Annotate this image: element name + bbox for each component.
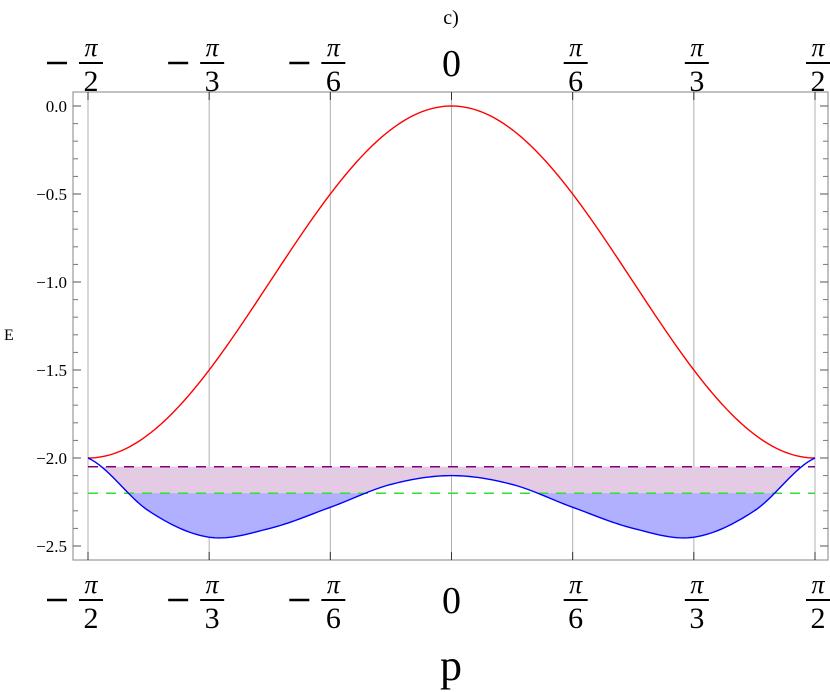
x-tick-denominator: 3 bbox=[689, 602, 704, 635]
x-tick-numerator: π bbox=[84, 33, 98, 62]
x-tick-numerator: π bbox=[690, 33, 704, 62]
x-tick-denominator: 2 bbox=[84, 602, 99, 635]
data-series bbox=[87, 105, 816, 539]
y-tick-label: −1.5 bbox=[36, 361, 67, 380]
x-tick-denominator: 3 bbox=[689, 65, 704, 98]
filled-regions bbox=[88, 466, 815, 538]
x-axis-label: p bbox=[440, 641, 462, 690]
x-tick-numerator: π bbox=[206, 33, 220, 62]
x-tick-label: 0 bbox=[442, 43, 461, 85]
x-tick-numerator: π bbox=[811, 33, 825, 62]
x-tick-numerator: π bbox=[327, 570, 341, 599]
x-tick-denominator: 6 bbox=[326, 65, 341, 98]
x-tick-denominator: 6 bbox=[568, 602, 583, 635]
y-tick-label: −1.0 bbox=[36, 273, 67, 292]
x-tick-denominator: 3 bbox=[205, 65, 220, 98]
x-axis-ticks-top: π 2 π 3 π 6 0 π 6 π 3 π 2 bbox=[47, 33, 830, 100]
x-tick-numerator: π bbox=[569, 570, 583, 599]
x-axis-ticks-bottom: π 2 π 3 π 6 0 π 6 π 3 π 2 bbox=[47, 552, 830, 635]
vertical-gridlines bbox=[87, 92, 816, 560]
x-tick-denominator: 6 bbox=[326, 602, 341, 635]
y-tick-label: −2.0 bbox=[36, 449, 67, 468]
x-tick-numerator: π bbox=[327, 33, 341, 62]
y-axis-label: E bbox=[4, 327, 14, 344]
upper-band-curve bbox=[87, 105, 816, 459]
x-tick-numerator: π bbox=[84, 570, 98, 599]
x-tick-denominator: 2 bbox=[84, 65, 99, 98]
x-tick-denominator: 2 bbox=[811, 65, 826, 98]
y-tick-label: 0.0 bbox=[46, 97, 67, 116]
y-tick-label: −2.5 bbox=[36, 537, 67, 556]
x-tick-numerator: π bbox=[690, 570, 704, 599]
x-tick-numerator: π bbox=[569, 33, 583, 62]
lower-band-curve bbox=[87, 457, 816, 539]
x-tick-denominator: 6 bbox=[568, 65, 583, 98]
x-tick-denominator: 2 bbox=[811, 602, 826, 635]
x-tick-label: 0 bbox=[442, 580, 461, 622]
plot-frame bbox=[72, 91, 829, 561]
y-axis-ticks: 0.0 −0.5 −1.0 −1.5 −2.0 −2.5 bbox=[36, 97, 828, 556]
x-tick-denominator: 3 bbox=[205, 602, 220, 635]
x-tick-numerator: π bbox=[811, 570, 825, 599]
x-tick-numerator: π bbox=[206, 570, 220, 599]
y-tick-label: −0.5 bbox=[36, 185, 67, 204]
blue-fill-region bbox=[88, 493, 815, 538]
chart-title: c) bbox=[443, 7, 459, 29]
